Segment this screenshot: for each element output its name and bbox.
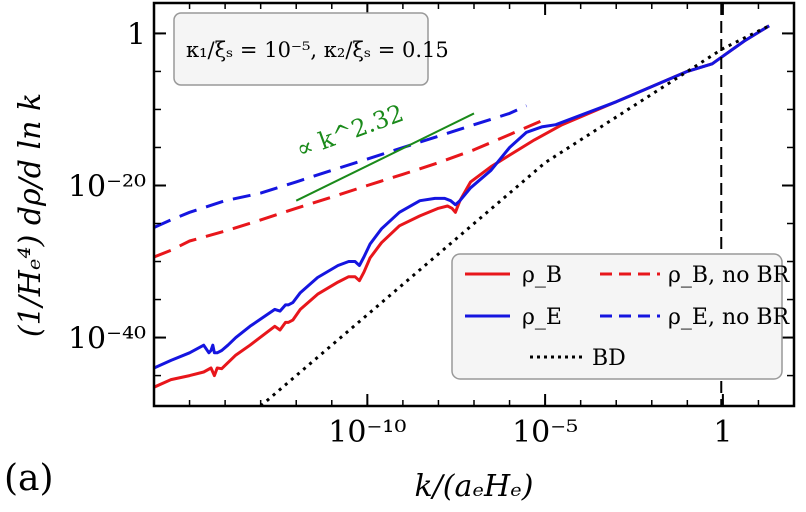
legend-box bbox=[451, 253, 783, 380]
legend-label-rho-e-nobr: ρ_E, no BR bbox=[668, 305, 791, 330]
legend-label-rho-b: ρ_B bbox=[522, 263, 562, 288]
legend-label-bd: BD bbox=[592, 346, 626, 371]
ticks-layer: 10⁻¹⁰ 10⁻⁵ 1 10⁻⁴⁰ 10⁻²⁰ 1 bbox=[68, 3, 795, 450]
x-tick-label: 1 bbox=[713, 415, 732, 450]
params-text: κ₁/ξₛ = 10⁻⁵, κ₂/ξₛ = 0.15 bbox=[186, 38, 449, 62]
legend-label-rho-b-nobr: ρ_B, no BR bbox=[668, 263, 791, 288]
x-tick-label: 10⁻¹⁰ bbox=[328, 415, 406, 450]
series-line-3 bbox=[154, 104, 528, 229]
legend: ρ_B ρ_B, no BR ρ_E ρ_E, no BR BD bbox=[451, 253, 791, 380]
series-layer bbox=[154, 24, 770, 406]
legend-label-rho-e: ρ_E bbox=[522, 305, 562, 330]
x-tick-label: 10⁻⁵ bbox=[512, 415, 578, 450]
y-tick-label: 10⁻²⁰ bbox=[68, 169, 146, 204]
y-axis-title: (1/Hₑ⁴) dρ/d ln k bbox=[13, 93, 48, 337]
series-line-2 bbox=[154, 117, 546, 259]
y-tick-label: 1 bbox=[127, 17, 146, 52]
series-line-4 bbox=[259, 24, 770, 406]
panel-label: (a) bbox=[4, 458, 54, 499]
x-axis-title: k/(aₑHₑ) bbox=[415, 469, 534, 504]
series-line-1 bbox=[154, 24, 770, 370]
slope-guide-line bbox=[295, 112, 475, 202]
series-line-0 bbox=[154, 24, 770, 389]
y-tick-label: 10⁻⁴⁰ bbox=[68, 322, 146, 357]
params-box: κ₁/ξₛ = 10⁻⁵, κ₂/ξₛ = 0.15 bbox=[173, 12, 449, 86]
